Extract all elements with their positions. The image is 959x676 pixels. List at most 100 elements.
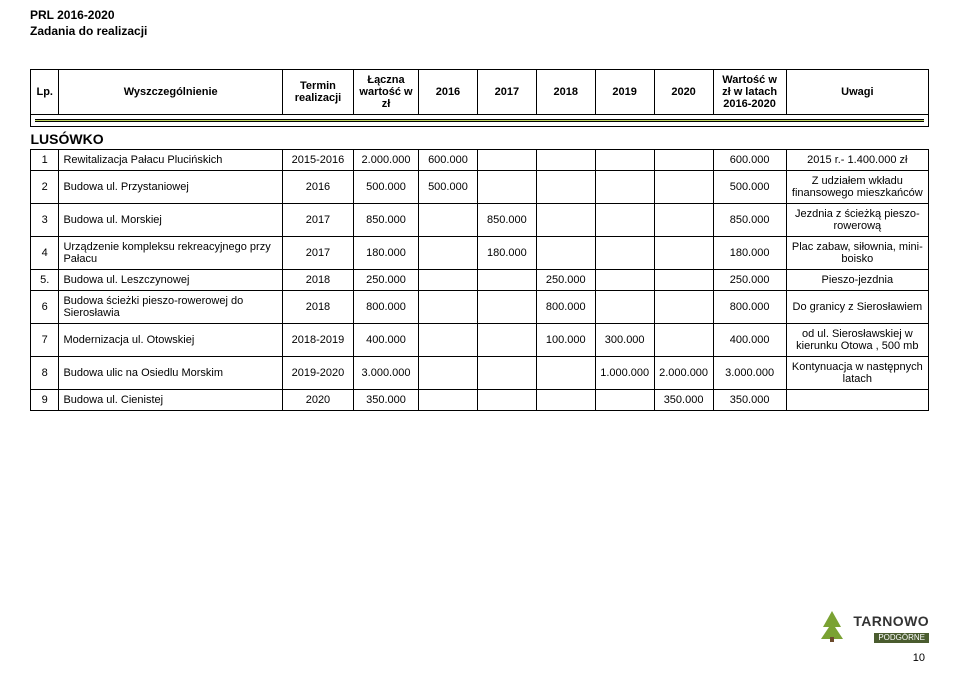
cell-total: 350.000 [354, 390, 419, 411]
cell-2019 [595, 270, 654, 291]
col-total: Łączna wartość w zł [354, 70, 419, 115]
cell-2020 [654, 324, 713, 357]
cell-total: 250.000 [354, 270, 419, 291]
cell-2019 [595, 171, 654, 204]
cell-2020: 2.000.000 [654, 357, 713, 390]
cell-2018 [536, 150, 595, 171]
cell-total: 180.000 [354, 237, 419, 270]
cell-lp: 8 [31, 357, 59, 390]
cell-term: 2017 [282, 237, 353, 270]
cell-2019: 1.000.000 [595, 357, 654, 390]
cell-name: Budowa ścieżki pieszo-rowerowej do Siero… [59, 291, 282, 324]
cell-uwagi: Do granicy z Sierosławiem [786, 291, 928, 324]
cell-name: Budowa ul. Morskiej [59, 204, 282, 237]
cell-2017 [477, 150, 536, 171]
cell-2018: 800.000 [536, 291, 595, 324]
cell-2017: 180.000 [477, 237, 536, 270]
cell-2016 [419, 357, 478, 390]
doc-header-line2: Zadania do realizacji [30, 24, 929, 40]
cell-uwagi: od ul. Sierosławskiej w kierunku Otowa ,… [786, 324, 928, 357]
cell-uwagi: 2015 r.- 1.400.000 zł [786, 150, 928, 171]
cell-lp: 7 [31, 324, 59, 357]
cell-2020 [654, 270, 713, 291]
col-val: Wartość w zł w latach 2016-2020 [713, 70, 786, 115]
cell-lp: 3 [31, 204, 59, 237]
cell-total: 850.000 [354, 204, 419, 237]
cell-2016: 500.000 [419, 171, 478, 204]
cell-lp: 6 [31, 291, 59, 324]
cell-2016 [419, 390, 478, 411]
cell-2018: 250.000 [536, 270, 595, 291]
cell-name: Rewitalizacja Pałacu Plucińskich [59, 150, 282, 171]
cell-2016: 600.000 [419, 150, 478, 171]
cell-name: Budowa ul. Cienistej [59, 390, 282, 411]
cell-uwagi [786, 390, 928, 411]
cell-total: 800.000 [354, 291, 419, 324]
header-separator [31, 115, 929, 127]
cell-val: 600.000 [713, 150, 786, 171]
cell-total: 500.000 [354, 171, 419, 204]
cell-2020 [654, 171, 713, 204]
cell-val: 400.000 [713, 324, 786, 357]
table-header-row: Lp. Wyszczególnienie Termin realizacji Ł… [31, 70, 929, 115]
table-row: 9Budowa ul. Cienistej2020350.000350.0003… [31, 390, 929, 411]
col-2020: 2020 [654, 70, 713, 115]
cell-2017 [477, 270, 536, 291]
cell-2016 [419, 270, 478, 291]
col-term: Termin realizacji [282, 70, 353, 115]
cell-2018 [536, 357, 595, 390]
cell-term: 2020 [282, 390, 353, 411]
section-name: LUSÓWKO [31, 131, 104, 147]
cell-uwagi: Z udziałem wkładu finansowego mieszkańcó… [786, 171, 928, 204]
cell-2018: 100.000 [536, 324, 595, 357]
footer-logo: TARNOWO PODGÓRNE [817, 609, 929, 648]
logo-sub-text: PODGÓRNE [874, 633, 929, 643]
cell-val: 850.000 [713, 204, 786, 237]
table-row: 1Rewitalizacja Pałacu Plucińskich2015-20… [31, 150, 929, 171]
cell-2017 [477, 171, 536, 204]
table-row: 8Budowa ulic na Osiedlu Morskim2019-2020… [31, 357, 929, 390]
col-2019: 2019 [595, 70, 654, 115]
cell-2017: 850.000 [477, 204, 536, 237]
cell-2018 [536, 204, 595, 237]
cell-uwagi: Jezdnia z ścieżką pieszo-rowerową [786, 204, 928, 237]
table-row: 4Urządzenie kompleksu rekreacyjnego przy… [31, 237, 929, 270]
cell-term: 2019-2020 [282, 357, 353, 390]
cell-2017 [477, 357, 536, 390]
cell-name: Modernizacja ul. Otowskiej [59, 324, 282, 357]
col-uwagi: Uwagi [786, 70, 928, 115]
table-row: 2Budowa ul. Przystaniowej2016500.000500.… [31, 171, 929, 204]
cell-2018 [536, 390, 595, 411]
cell-term: 2015-2016 [282, 150, 353, 171]
tree-icon [817, 609, 847, 648]
cell-val: 180.000 [713, 237, 786, 270]
cell-uwagi: Plac zabaw, siłownia, mini-boisko [786, 237, 928, 270]
cell-2018 [536, 237, 595, 270]
cell-lp: 1 [31, 150, 59, 171]
cell-2017 [477, 324, 536, 357]
logo-main-text: TARNOWO [853, 614, 929, 628]
cell-term: 2018 [282, 291, 353, 324]
cell-term: 2016 [282, 171, 353, 204]
cell-name: Budowa ul. Przystaniowej [59, 171, 282, 204]
cell-val: 500.000 [713, 171, 786, 204]
cell-2019 [595, 390, 654, 411]
col-name: Wyszczególnienie [59, 70, 282, 115]
cell-2016 [419, 324, 478, 357]
col-2018: 2018 [536, 70, 595, 115]
cell-val: 350.000 [713, 390, 786, 411]
cell-2017 [477, 291, 536, 324]
cell-name: Budowa ul. Leszczynowej [59, 270, 282, 291]
cell-val: 800.000 [713, 291, 786, 324]
cell-uwagi: Pieszo-jezdnia [786, 270, 928, 291]
section-row: LUSÓWKO [31, 127, 929, 150]
cell-lp: 5. [31, 270, 59, 291]
doc-header-line1: PRL 2016-2020 [30, 8, 929, 24]
cell-lp: 2 [31, 171, 59, 204]
table-row: 3Budowa ul. Morskiej2017850.000850.00085… [31, 204, 929, 237]
cell-2020 [654, 150, 713, 171]
cell-2019: 300.000 [595, 324, 654, 357]
cell-val: 3.000.000 [713, 357, 786, 390]
cell-2016 [419, 291, 478, 324]
doc-header: PRL 2016-2020 Zadania do realizacji [30, 8, 929, 39]
